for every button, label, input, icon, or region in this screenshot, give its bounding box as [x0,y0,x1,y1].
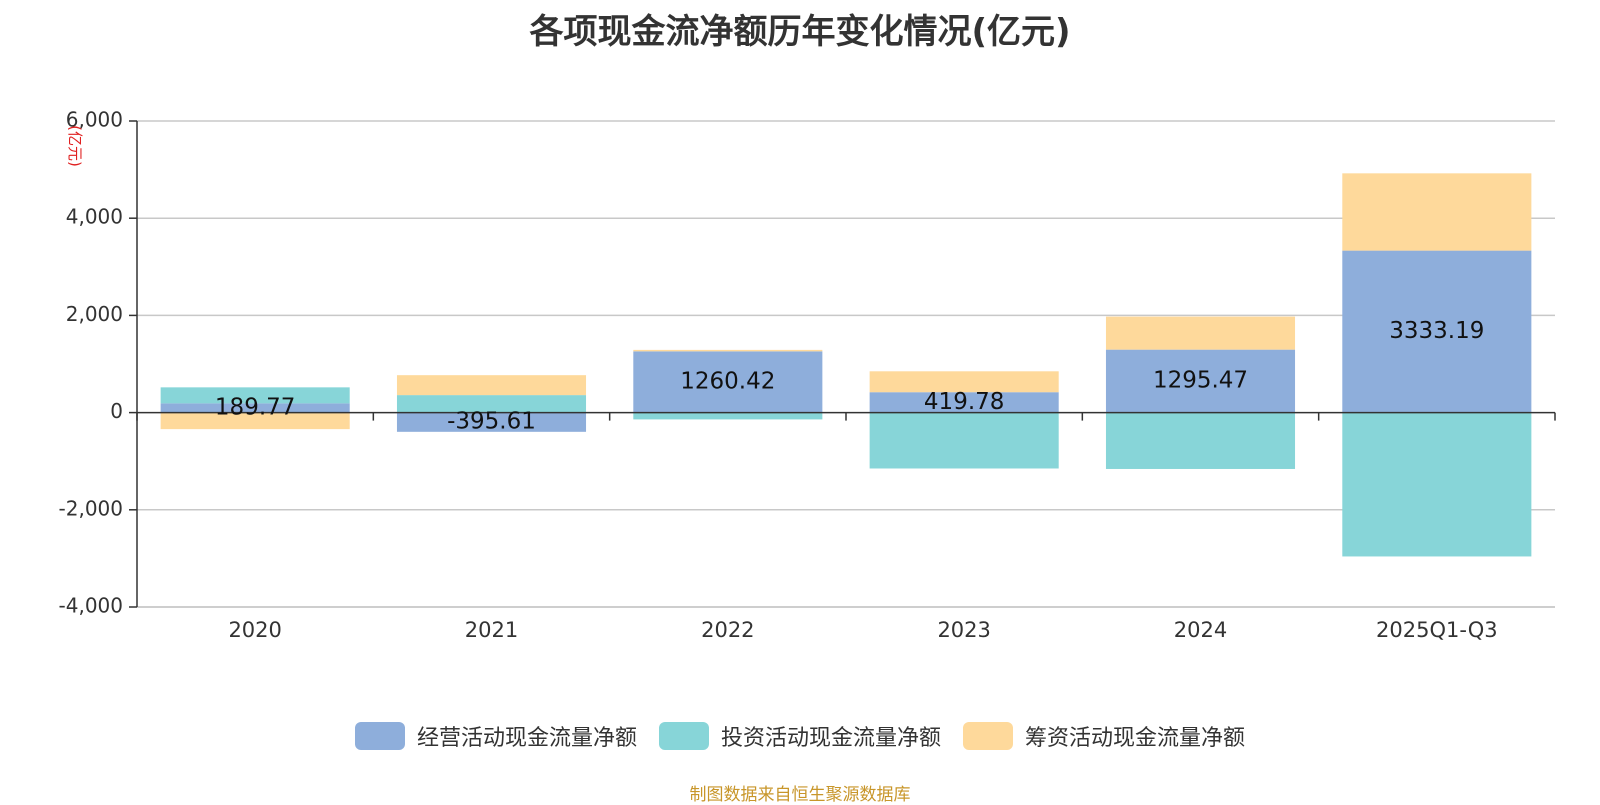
legend-swatch [963,722,1013,750]
data-label: 189.77 [215,394,295,420]
bar-segment [1342,412,1532,557]
x-tick-label: 2021 [465,618,518,642]
legend-label: 经营活动现金流量净额 [416,726,637,751]
y-tick-label: 2,000 [66,302,123,326]
bar-segment [160,412,350,430]
y-tick-label: 0 [110,399,123,423]
legend-label: 筹资活动现金流量净额 [1025,726,1246,751]
y-tick-label: 4,000 [66,205,123,229]
data-label: -395.61 [447,409,536,435]
bar-segment [1342,173,1532,251]
y-axis-label: (亿元) [66,125,84,167]
y-tick-label: 6,000 [66,108,123,132]
legend-label: 投资活动现金流量净额 [720,726,941,751]
bar-segment [869,412,1059,469]
data-label: 419.78 [924,389,1004,415]
bar-segment [396,412,587,432]
x-tick-label: 2024 [1174,618,1227,642]
data-label: 1295.47 [1153,368,1248,394]
bar-segment [1105,412,1296,469]
chart-title: 各项现金流净额历年变化情况(亿元) [529,12,1071,52]
bar-segment [1105,349,1296,413]
legend-swatch [354,722,405,750]
bar-segment [160,403,350,413]
bar-segment [869,371,1059,393]
bar-segment [1342,250,1532,413]
legend-item[interactable]: 投资活动现金流量净额 [658,720,941,752]
y-tick-label: -2,000 [59,496,123,520]
bar-segment [396,375,587,396]
stacked-bar-chart: 6,000 4,000 2,000 0 -2,000 -4,000 (亿元) 2020 2021… [59,108,1556,642]
bar-segment [160,387,350,404]
bar-segment [396,395,587,413]
bar-segment [1105,316,1296,350]
y-tick-label: -4,000 [59,594,123,618]
x-tick-label: 2025Q1-Q3 [1376,618,1498,642]
data-label: 1260.42 [680,368,775,394]
data-source-note: 制图数据来自恒生聚源数据库 [689,785,911,805]
data-label: 3333.19 [1389,318,1484,344]
legend-item[interactable]: 经营活动现金流量净额 [354,720,637,752]
bar-segment [633,349,823,352]
bar-segment [633,412,823,420]
legend-swatch [658,722,709,750]
x-tick-label: 2022 [701,618,754,642]
legend: 经营活动现金流量净额 投资活动现金流量净额 筹资活动现金流量净额 [0,720,1600,752]
x-tick-label: 2020 [228,618,281,642]
x-tick-label: 2023 [937,618,990,642]
bar-segment [633,351,823,413]
bar-segment [869,392,1059,413]
legend-item[interactable]: 筹资活动现金流量净额 [963,720,1245,752]
